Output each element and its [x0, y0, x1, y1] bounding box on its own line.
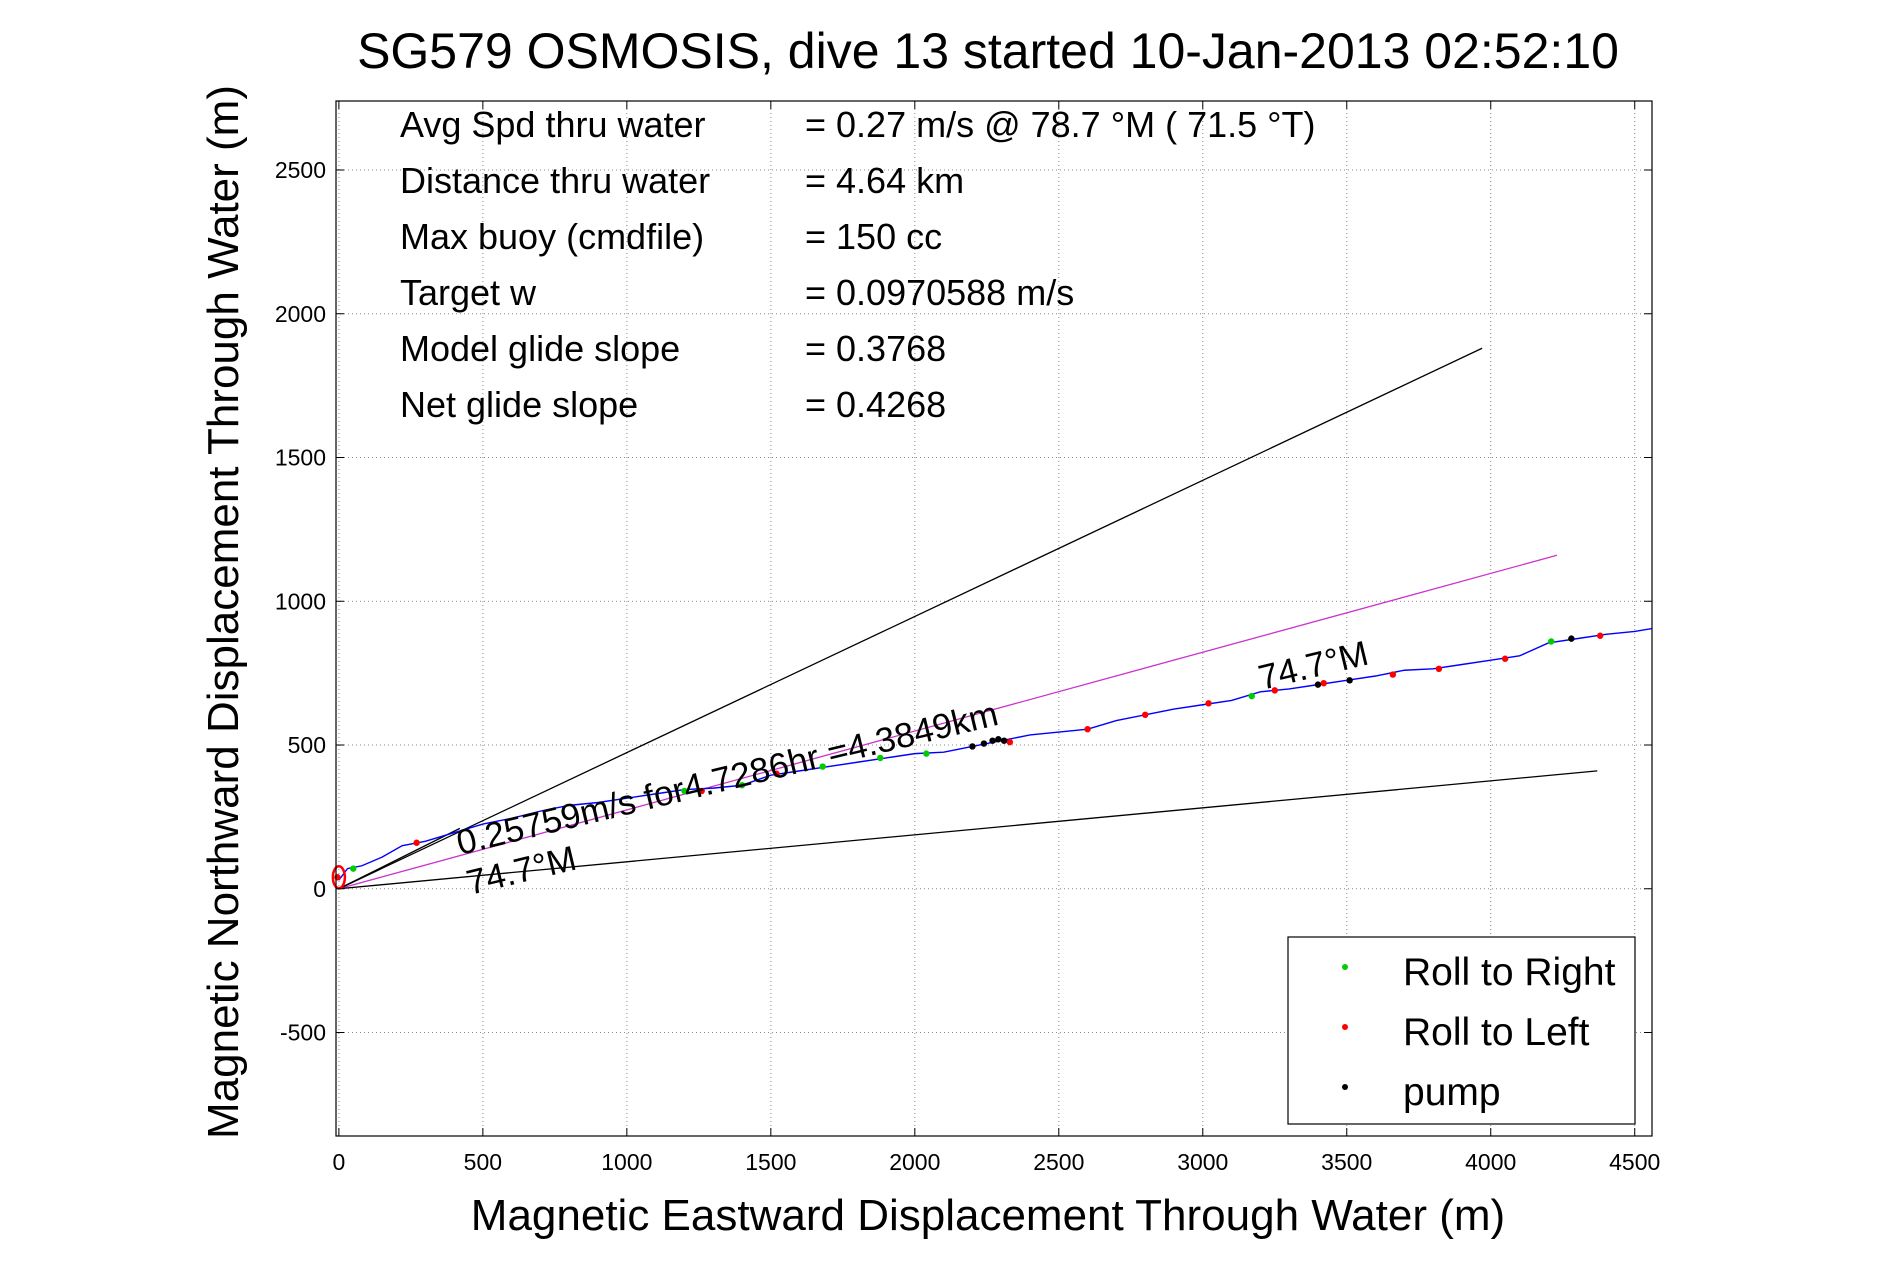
- legend-marker: [1342, 1084, 1348, 1090]
- legend-label: pump: [1403, 1071, 1501, 1114]
- y-tick-label: 1000: [275, 588, 326, 614]
- pump-marker: [1346, 677, 1353, 684]
- roll-left-marker: [1435, 665, 1443, 673]
- legend: Roll to Right Roll to Left pump: [1287, 936, 1636, 1125]
- y-axis-title: Magnetic Northward Displacement Through …: [199, 85, 248, 1139]
- pump-marker: [989, 737, 996, 744]
- reference-line: [338, 770, 1598, 890]
- axes-box: [335, 100, 1653, 1137]
- legend-label: Roll to Right: [1403, 951, 1616, 994]
- annotation-label: Avg Spd thru water: [400, 104, 706, 145]
- roll-left-marker: [773, 770, 780, 777]
- pump-marker: [980, 740, 988, 747]
- annotation-value: = 4.64 km: [805, 160, 964, 201]
- reference-line: [338, 827, 461, 890]
- roll-left-marker: [1389, 671, 1397, 678]
- y-tick-label: 1500: [275, 445, 326, 471]
- roll-left-marker: [1501, 655, 1509, 662]
- x-tick-label: 0: [332, 1149, 345, 1175]
- annotation-value: = 0.3768: [805, 328, 946, 369]
- roll-right-marker: [877, 754, 884, 762]
- pump-marker: [995, 736, 1002, 743]
- legend-marker: [1342, 964, 1348, 970]
- grid: [336, 101, 1652, 1136]
- pump-marker: [1000, 737, 1008, 744]
- roll-left-marker: [1320, 679, 1327, 687]
- legend-marker: [1342, 1024, 1348, 1030]
- x-axis-title: Magnetic Eastward Displacement Through W…: [471, 1191, 1505, 1240]
- annotations: Avg Spd thru water = 0.27 m/s @ 78.7 °M (…: [400, 104, 1316, 425]
- roll-right-marker: [819, 763, 826, 770]
- annotation-label: Net glide slope: [400, 384, 638, 425]
- annotation-value: = 0.4268: [805, 384, 946, 425]
- roll-left-marker: [698, 787, 705, 795]
- reference-line: [338, 554, 1558, 890]
- x-tick-label: 4000: [1465, 1149, 1516, 1175]
- y-tick-label: 2500: [275, 157, 326, 183]
- roll-left-marker: [1596, 632, 1604, 639]
- y-tick-label: 2000: [275, 301, 326, 327]
- annotation-label: Max buoy (cmdfile): [400, 216, 704, 257]
- annotation-value: = 150 cc: [805, 216, 942, 257]
- x-tick-label: 1000: [601, 1149, 652, 1175]
- plot-title: SG579 OSMOSIS, dive 13 started 10-Jan-20…: [357, 23, 1619, 79]
- vector-label: 0.25759m/s for4.7286hr =4.3849km: [453, 694, 1002, 863]
- x-tick-label: 500: [464, 1149, 502, 1175]
- x-tick-label: 4500: [1609, 1149, 1660, 1175]
- roll-left-marker: [1141, 711, 1149, 719]
- annotation-label: Distance thru water: [400, 160, 710, 201]
- heading-track-label: 74.7°M: [1255, 634, 1372, 698]
- roll-right-marker: [923, 750, 930, 757]
- roll-right-marker: [681, 787, 688, 795]
- roll-left-marker: [1205, 700, 1212, 707]
- y-tick-label: 0: [313, 876, 326, 902]
- roll-right-marker: [738, 782, 746, 789]
- annotation-label: Target w: [400, 272, 537, 313]
- reference-line: [338, 347, 1483, 890]
- roll-left-marker: [1084, 725, 1091, 733]
- pump-marker: [969, 743, 976, 750]
- roll-right-marker: [1248, 692, 1255, 700]
- x-tick-label: 3500: [1321, 1149, 1372, 1175]
- x-tick-label: 2500: [1033, 1149, 1084, 1175]
- roll-left-marker: [1271, 687, 1278, 694]
- roll-right-marker: [1548, 638, 1555, 645]
- annotation-label: Model glide slope: [400, 328, 680, 369]
- pump-marker: [1568, 635, 1575, 642]
- ticks: 0 500 1000 1500 2000 2500 3000 3500 4000 4500 -500…: [275, 101, 1660, 1175]
- roll-left-marker: [413, 839, 420, 846]
- y-tick-label: 500: [288, 732, 326, 758]
- y-tick-label: -500: [280, 1020, 326, 1046]
- legend-label: Roll to Left: [1403, 1011, 1590, 1054]
- roll-left-marker: [1006, 738, 1014, 746]
- annotation-value: = 0.27 m/s @ 78.7 °M ( 71.5 °T): [805, 104, 1316, 145]
- annotation-value: = 0.0970588 m/s: [805, 272, 1074, 313]
- x-tick-label: 2000: [889, 1149, 940, 1175]
- x-tick-label: 1500: [745, 1149, 796, 1175]
- roll-right-marker: [350, 865, 357, 872]
- pump-marker: [1314, 681, 1322, 688]
- x-tick-label: 3000: [1177, 1149, 1228, 1175]
- roll-left-marker: [334, 874, 341, 881]
